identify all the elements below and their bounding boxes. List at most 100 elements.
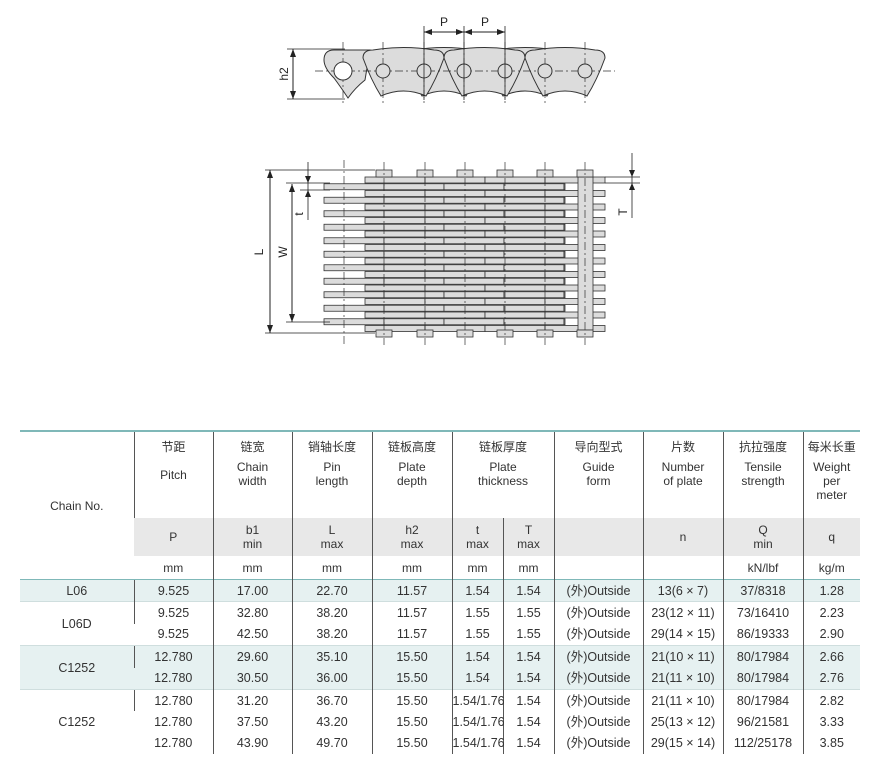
value-cell: (外)Outside [553,688,643,712]
chain-no-header: Chain No. [20,430,134,580]
plate-bar [563,318,566,326]
plate-bar [443,210,505,218]
plate-bar [424,176,486,184]
plate-bar [563,196,566,204]
column-header: 销轴长度 Pin length [291,430,372,518]
value-cell: 2.82 [802,688,860,712]
table-row: 12.780 37.50 43.20 15.50 1.54/1.76 1.54 (外)Out… [20,711,860,733]
chain-no-cell: C1252 [20,688,134,755]
plate-bar [364,190,426,197]
unit-cell [642,556,723,580]
plate-bar [563,237,566,245]
plate-bar [323,264,385,272]
plate-bar [424,257,486,265]
plate-bar [484,311,546,319]
value-cell: 2.23 [802,601,860,624]
plate-bar [563,183,566,191]
pin-hole [537,63,553,79]
value-cell: 15.50 [371,667,452,690]
pitch-label: P [440,15,448,29]
plate-bar [544,298,606,305]
plate-thickness-T-label: T [616,208,630,216]
plate-bar [503,196,565,204]
plate-bar [443,277,505,285]
plate-bar [443,264,505,272]
plate-bar [544,176,606,184]
value-cell: 1.54 [451,667,503,690]
value-cell: 36.70 [291,688,372,712]
chain-diagram: P P h2 L W t T [252,15,640,345]
value-cell: 1.28 [802,578,860,602]
value-cell: 86/19333 [722,623,803,646]
plate-bar [484,190,546,197]
pin-hole [577,63,593,79]
plate-bar [503,291,565,299]
plate-bar [383,223,445,231]
value-cell: 13(6 × 7) [642,578,723,602]
plate-bar [484,244,546,251]
pitch-label: P [481,15,489,29]
value-cell: 21(11 × 10) [642,667,723,690]
plate-bar [503,210,565,218]
value-cell: 38.20 [291,623,372,646]
value-cell: 38.20 [291,601,372,624]
value-cell: 15.50 [371,645,452,668]
plate-bar [484,230,546,238]
column-header: 每米长重 Weight per meter [802,430,860,518]
unit-cell: kN/lbf [722,556,803,580]
plate-bar [503,250,565,258]
value-cell: 1.55 [502,601,554,624]
plate-bar [544,257,606,265]
plate-bar [503,264,565,272]
plate-bar [503,237,565,245]
unit-cell: mm [163,560,184,575]
plate-bar [424,190,486,197]
table-row: C1252 12.780 31.20 36.70 15.50 1.54/1.76 1.54(… [20,688,860,755]
value-cell: (外)Outside [553,711,643,733]
plate-bar [364,176,426,184]
plate-bar [364,284,426,292]
plate-bar [563,250,566,258]
column-header: 片数 Number of plate [642,430,723,518]
symbol-cell: b1 min [212,518,292,556]
value-cell: 15.50 [371,732,452,755]
plate-bar [424,244,486,251]
value-cell: 15.50 [371,688,452,712]
plate-bar [323,223,385,231]
value-cell: 43.20 [291,711,372,733]
value-cell: 22.70 [291,578,372,602]
plate-bar [443,318,505,326]
plate-bar [383,237,445,245]
value-cell: 9.525 [157,627,189,642]
value-cell: 12.780 [133,645,213,668]
value-cell: 30.50 [212,667,292,690]
plate-bar [323,237,385,245]
top-view-diagram [323,160,606,345]
value-cell: 21(11 × 10) [642,688,723,712]
plate-bar [364,311,426,319]
plate-bar [364,298,426,305]
plate-bar [443,196,505,204]
value-cell: 2.76 [802,667,860,690]
plate-bar [443,250,505,258]
symbol-cell: P [134,518,213,556]
value-cell: 12.780 [133,688,213,712]
plate-bar [503,277,565,285]
value-cell: 1.54/1.76 [451,711,505,733]
plate-bar [323,183,385,191]
plate-bar [503,304,565,312]
symbol-cell: q [802,518,860,556]
value-cell: 35.10 [291,645,372,668]
plate-bar [424,311,486,319]
plate-bar [544,311,606,319]
column-header: 导向型式 Guide form [553,430,643,518]
table-row: C1252 12.780 29.60 35.10 15.50 1.54 1.54 (外)Out… [20,645,860,690]
column-header: 链板厚度 Plate thickness [451,430,554,518]
column-header: 抗拉强度 Tensile strength [722,430,803,518]
plate-bar [544,190,606,197]
value-cell: 1.54 [502,578,554,602]
plate-bar [364,230,426,238]
plate-bar [323,304,385,312]
